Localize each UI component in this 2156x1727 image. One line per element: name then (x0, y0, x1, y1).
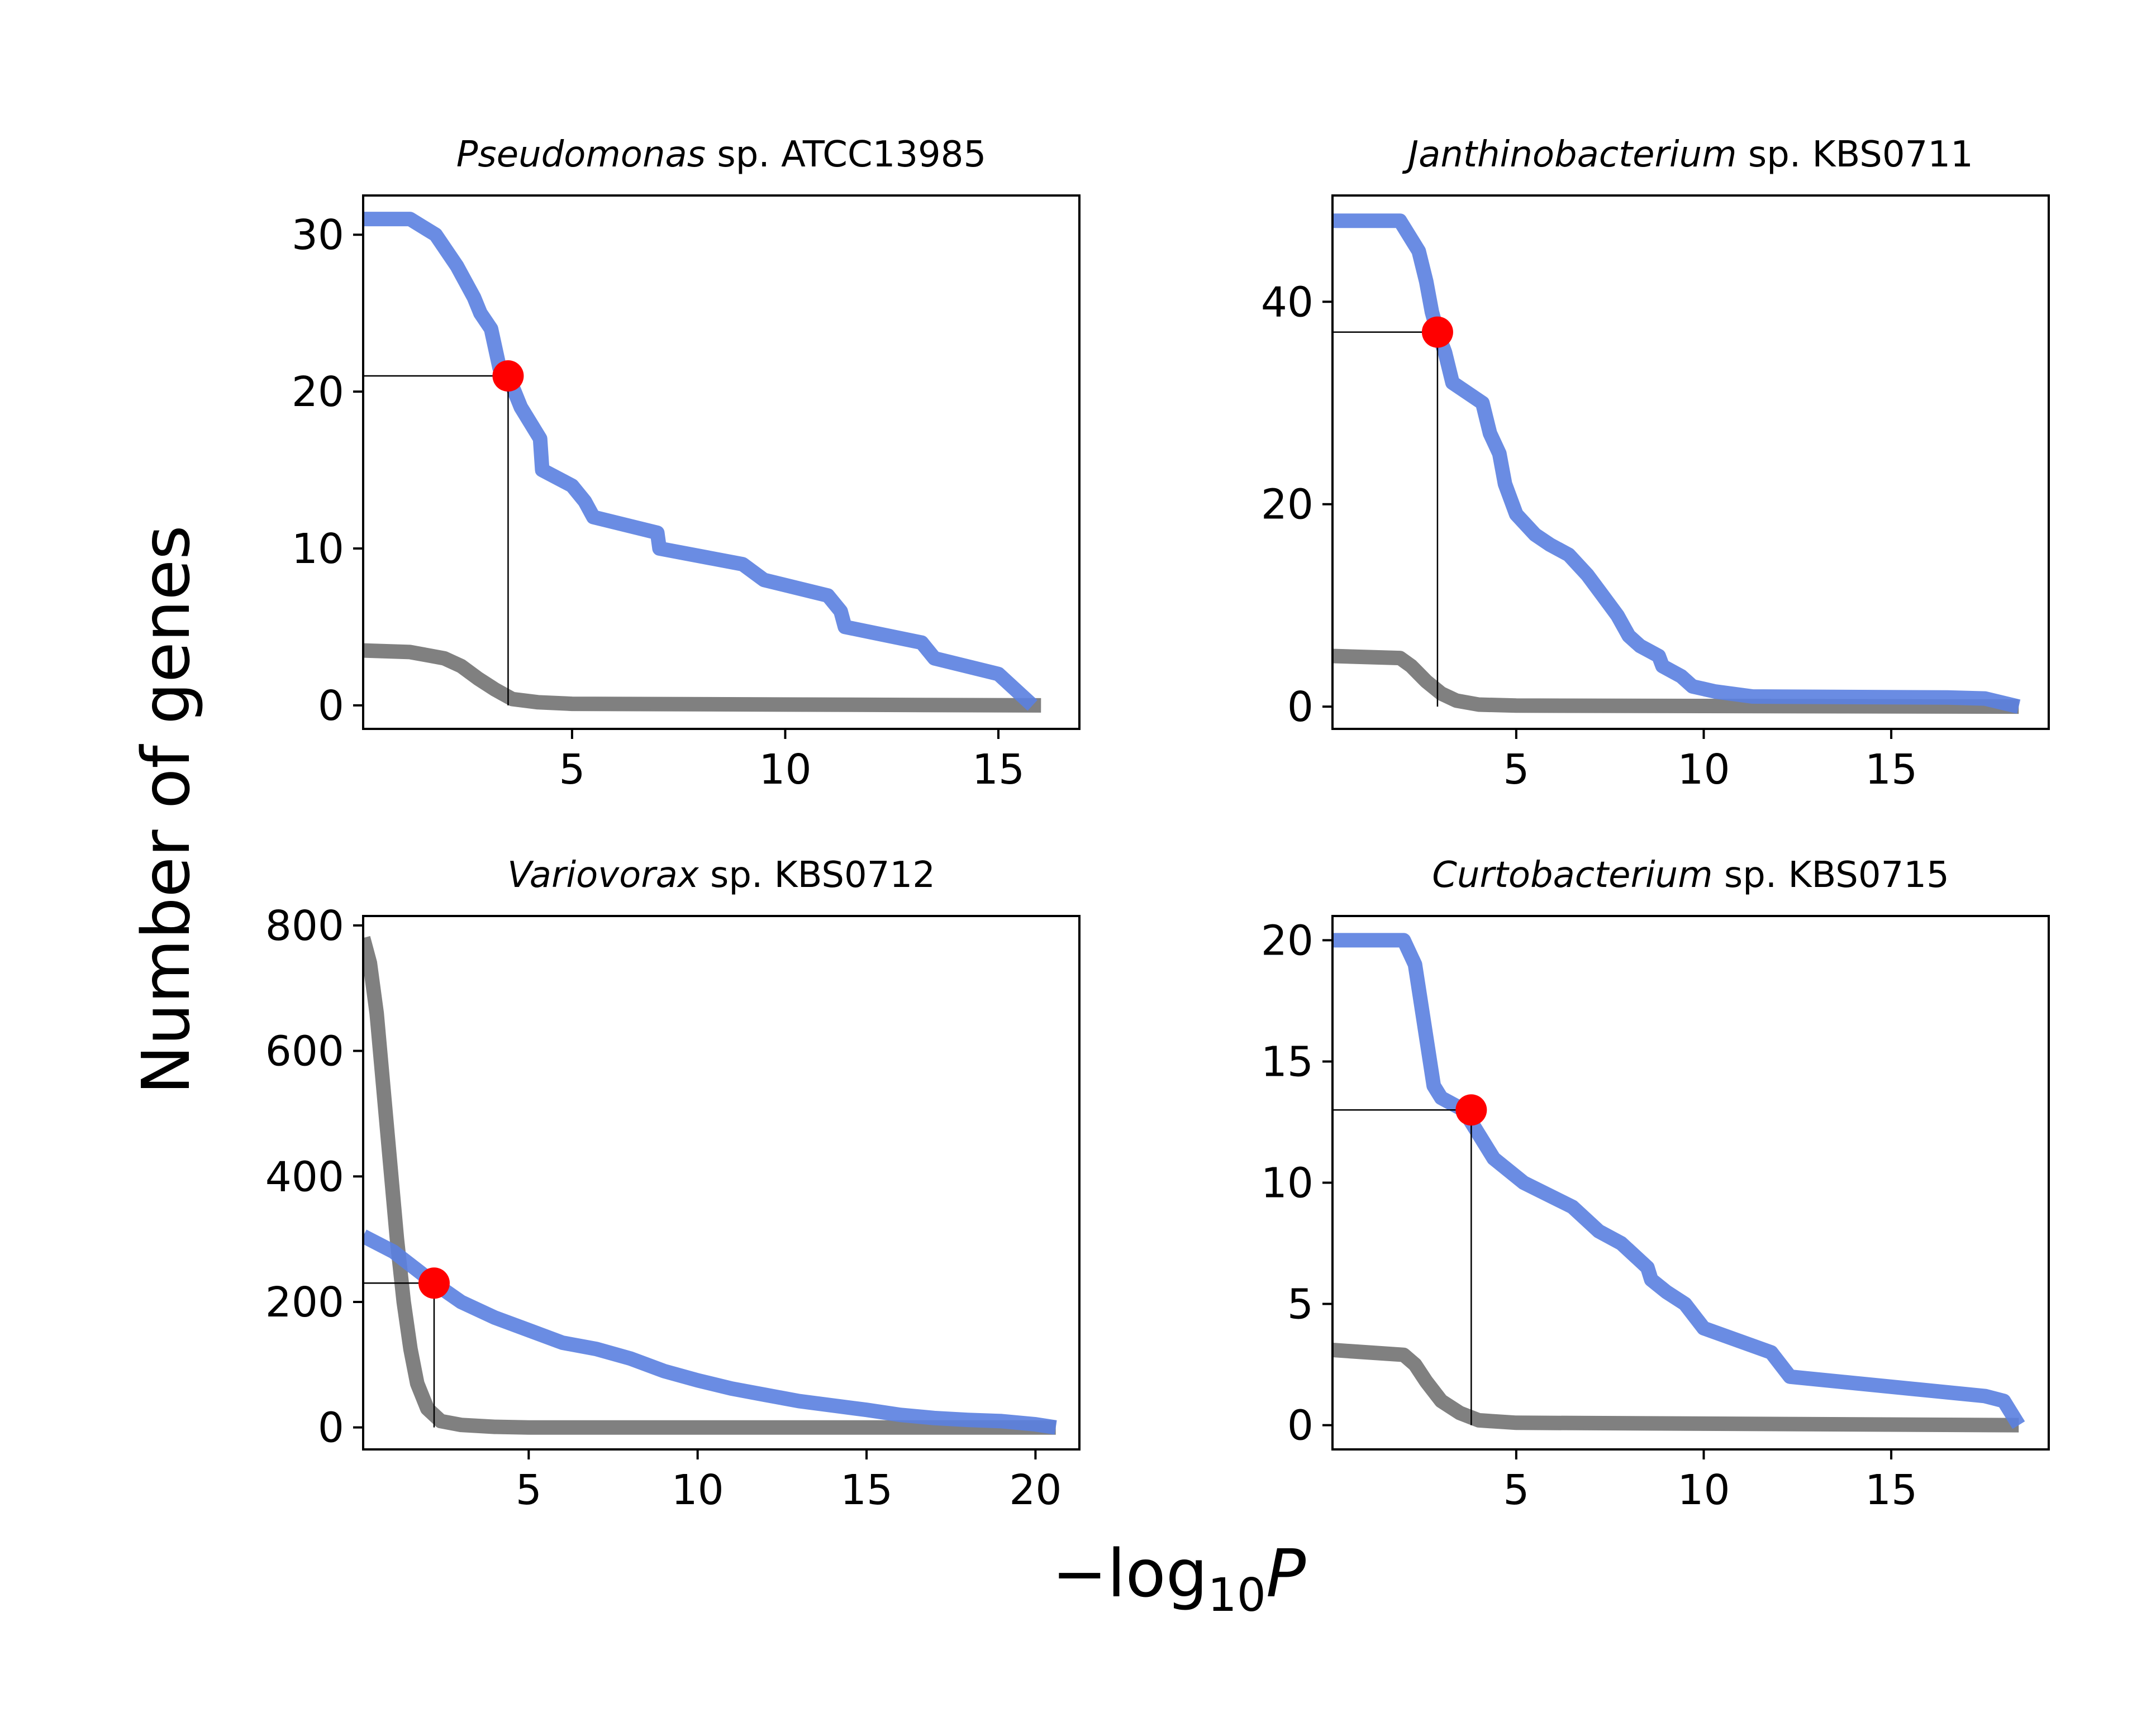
y-tick-label: 20 (1261, 481, 1313, 529)
x-tick-label: 10 (672, 1466, 724, 1514)
x-tick-label: 5 (516, 1466, 542, 1514)
panel-pseudomonas: 5 10 15 0 10 20 30 Pseudomonas sp. ATCC13985 (292, 134, 1081, 794)
y-tick-label: 400 (265, 1153, 344, 1201)
y-tick-label: 800 (265, 902, 344, 950)
x-axis-label-variable: P (1266, 1535, 1306, 1612)
y-axis-label: Number of genes (127, 525, 204, 1094)
axes-frame (1331, 194, 2050, 730)
x-tick-label: 20 (1009, 1466, 1062, 1514)
plot-area (363, 212, 1041, 713)
threshold-point (492, 360, 524, 392)
null-series-line (1332, 1343, 2019, 1433)
panel-curtobacterium: 5 10 15 0 5 10 15 20 Curtobacterium sp. KBS0715 (1261, 855, 2050, 1514)
panel-title-genus: Curtobacterium (1432, 855, 1712, 896)
axes-frame (362, 194, 1081, 730)
panel-title-strain: sp. ATCC13985 (706, 134, 986, 175)
null-series-line (1332, 648, 2019, 714)
x-axis-label: −log10P (1052, 1535, 1306, 1622)
panel-title-strain: sp. KBS0715 (1713, 855, 1949, 896)
panel-title-genus: Variovorax (507, 855, 699, 896)
x-axis-label-main: −log (1052, 1535, 1208, 1612)
x-tick-label: 15 (1865, 746, 1917, 794)
panel-title: Variovorax sp. KBS0712 (507, 855, 935, 896)
threshold-point (418, 1267, 450, 1299)
panel-title: Janthinobacterium sp. KBS0711 (1402, 134, 1973, 175)
y-tick-label: 15 (1261, 1038, 1313, 1086)
observed-series-line (1332, 933, 2025, 1429)
x-tick-label: 15 (1865, 1466, 1917, 1514)
y-tick-label: 600 (265, 1028, 344, 1076)
threshold-point (1455, 1094, 1487, 1126)
y-tick-label: 20 (292, 368, 344, 416)
panel-title: Curtobacterium sp. KBS0715 (1432, 855, 1949, 896)
x-tick-label: 10 (759, 746, 811, 794)
y-tick-label: 0 (1287, 1402, 1313, 1450)
axes-frame (362, 915, 1081, 1451)
panel-title-genus: Janthinobacterium (1402, 134, 1736, 175)
observed-series-line (363, 212, 1037, 711)
x-tick-label: 5 (1503, 1466, 1529, 1514)
x-tick-label: 10 (1677, 1466, 1730, 1514)
y-tick-label: 5 (1287, 1281, 1313, 1329)
y-tick-label: 10 (292, 525, 344, 573)
null-series-line (363, 936, 1056, 1435)
y-tick-label: 40 (1261, 278, 1313, 326)
panel-janthinobacterium: 5 10 15 0 20 40 Janthinobacterium sp. KBS0711 (1261, 134, 2050, 794)
panel-title-strain: sp. KBS0712 (699, 855, 935, 896)
plot-area (1332, 933, 2025, 1433)
x-tick-label: 5 (559, 746, 585, 794)
x-tick-label: 15 (840, 1466, 893, 1514)
y-tick-label: 10 (1261, 1160, 1313, 1208)
x-tick-label: 15 (972, 746, 1025, 794)
y-tick-label: 30 (292, 211, 344, 259)
y-tick-label: 0 (1287, 683, 1313, 731)
y-tick-label: 200 (265, 1278, 344, 1327)
panel-title: Pseudomonas sp. ATCC13985 (456, 134, 986, 175)
x-axis-label-subscript: 10 (1208, 1569, 1266, 1622)
y-tick-label: 20 (1261, 917, 1313, 965)
y-tick-label: 0 (318, 1404, 344, 1452)
null-series-line (363, 643, 1041, 713)
x-tick-label: 5 (1503, 746, 1529, 794)
threshold-point (1421, 316, 1453, 348)
x-tick-label: 10 (1677, 746, 1730, 794)
y-tick-label: 0 (318, 682, 344, 730)
panel-title-genus: Pseudomonas (456, 134, 706, 175)
observed-series-line (363, 1229, 1057, 1435)
panel-title-strain: sp. KBS0711 (1737, 134, 1973, 175)
